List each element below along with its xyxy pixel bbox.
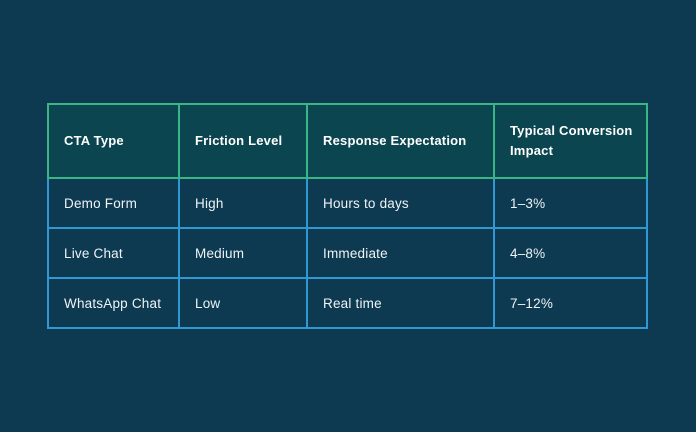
cell-cta-type: WhatsApp Chat: [47, 277, 180, 329]
cell-response-expectation: Immediate: [306, 227, 495, 279]
cta-comparison-table-container: CTA Type Friction Level Response Expecta…: [47, 103, 648, 329]
cta-comparison-table: CTA Type Friction Level Response Expecta…: [47, 103, 648, 329]
column-header-friction-level: Friction Level: [178, 103, 308, 179]
table-row-demo-form: Demo Form High Hours to days 1–3%: [47, 177, 648, 229]
cell-friction-level: Medium: [178, 227, 308, 279]
column-header-cta-type: CTA Type: [47, 103, 180, 179]
cell-cta-type: Live Chat: [47, 227, 180, 279]
table-row-whatsapp-chat: WhatsApp Chat Low Real time 7–12%: [47, 277, 648, 329]
cell-cta-type: Demo Form: [47, 177, 180, 229]
cell-friction-level: Low: [178, 277, 308, 329]
cell-conversion-impact: 7–12%: [493, 277, 648, 329]
cell-friction-level: High: [178, 177, 308, 229]
cell-conversion-impact: 4–8%: [493, 227, 648, 279]
cell-response-expectation: Hours to days: [306, 177, 495, 229]
table-header-row: CTA Type Friction Level Response Expecta…: [47, 103, 648, 179]
table-row-live-chat: Live Chat Medium Immediate 4–8%: [47, 227, 648, 279]
column-header-response-expectation: Response Expectation: [306, 103, 495, 179]
column-header-conversion-impact: Typical Conversion Impact: [493, 103, 648, 179]
cell-response-expectation: Real time: [306, 277, 495, 329]
cell-conversion-impact: 1–3%: [493, 177, 648, 229]
